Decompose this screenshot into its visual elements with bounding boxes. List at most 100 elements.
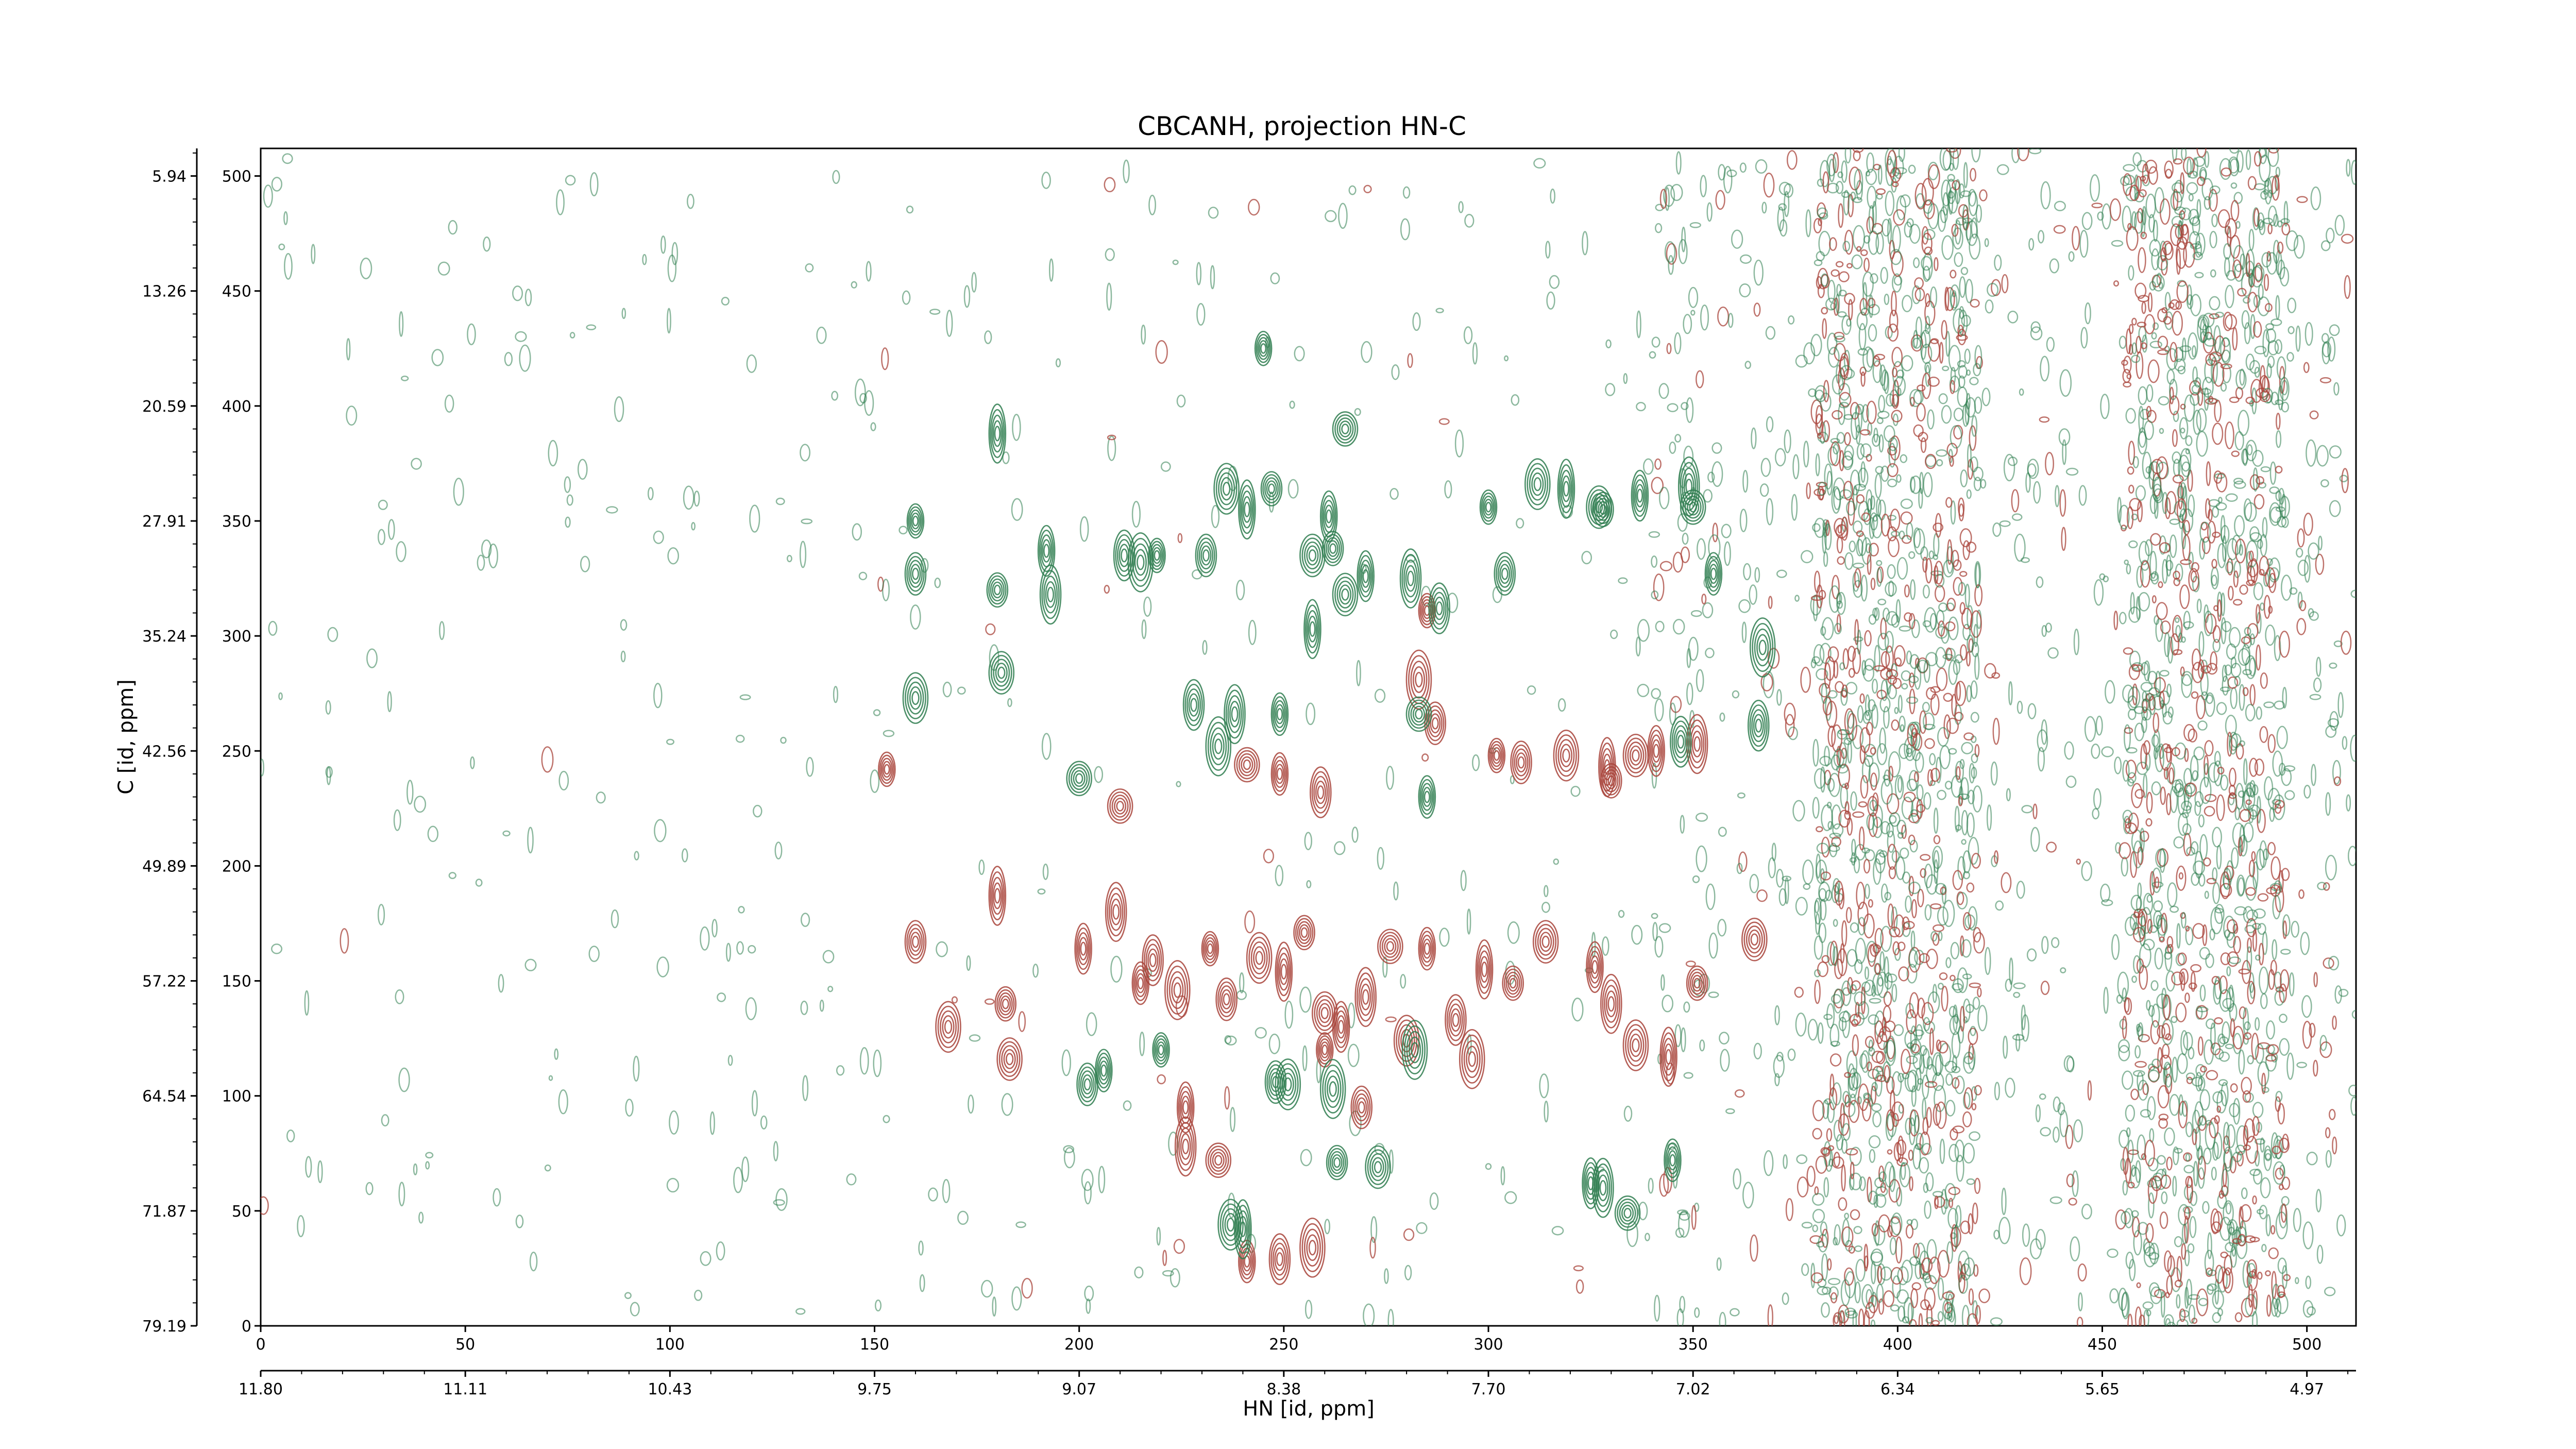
noise-contour (902, 290, 911, 305)
noise-contour (653, 683, 663, 709)
noise-contour (1838, 290, 1847, 297)
noise-contour (1557, 698, 1566, 712)
noise-contour (1932, 933, 1940, 946)
noise-contour (1874, 928, 1884, 949)
negative-contour-level (1428, 582, 1450, 634)
noise-contour (2190, 1190, 2198, 1206)
noise-contour (2001, 1187, 2007, 1216)
noise-contour (2155, 877, 2160, 889)
noise-contour (1255, 1027, 1267, 1039)
positive-peak (1600, 973, 1622, 1034)
noise-contour (1768, 857, 1776, 879)
noise-contour (2138, 592, 2150, 612)
noise-contour (1055, 358, 1061, 367)
negative-contour-level (908, 506, 923, 536)
noise-contour (2027, 463, 2037, 477)
noise-contour (2199, 777, 2212, 804)
noise-contour (870, 769, 880, 793)
noise-contour (1935, 1101, 1947, 1130)
noise-contour (1794, 987, 1804, 998)
noise-contour (1984, 238, 1989, 247)
noise-contour (671, 242, 679, 265)
noise-contour (2275, 430, 2282, 448)
positive-contour-level (1587, 946, 1603, 988)
noise-contour (2011, 489, 2020, 513)
noise-contour (1993, 1229, 2000, 1240)
noise-contour (1196, 262, 1202, 285)
noise-contour (1763, 173, 1775, 198)
noise-contour (2173, 411, 2179, 423)
noise-contour (1922, 1074, 1929, 1099)
noise-contour (1951, 694, 1957, 717)
noise-contour (2198, 631, 2205, 657)
noise-contour (1811, 1193, 1825, 1206)
noise-contour (2253, 151, 2262, 167)
noise-contour (2081, 1204, 2092, 1220)
noise-contour (2037, 747, 2045, 772)
noise-contour (1892, 367, 1897, 378)
negative-peak (1749, 617, 1776, 678)
noise-contour (1784, 702, 1796, 726)
noise-contour (1829, 237, 1837, 251)
negative-contour-level (1137, 554, 1145, 570)
noise-contour (2281, 401, 2290, 413)
noise-contour (667, 254, 677, 282)
noise-contour (2278, 1184, 2284, 1190)
noise-contour (1954, 681, 1967, 706)
noise-contour (906, 205, 914, 214)
noise-contour (1862, 404, 1869, 423)
noise-contour (2252, 784, 2259, 796)
noise-contour (2238, 1049, 2245, 1075)
noise-contour (1818, 218, 1822, 226)
noise-contour (1875, 466, 1884, 475)
noise-contour (1920, 1045, 1927, 1056)
noise-contour (1416, 1222, 1428, 1234)
noise-contour (1917, 997, 1925, 1019)
negative-contour-level (1435, 601, 1443, 616)
noise-contour (2299, 600, 2307, 612)
noise-contour (2266, 887, 2278, 895)
noise-contour (2185, 1121, 2193, 1137)
noise-contour (2141, 301, 2146, 314)
noise-contour (2161, 1291, 2165, 1318)
noise-contour (1956, 682, 1961, 701)
noise-contour (1924, 1200, 1931, 1219)
noise-contour (304, 990, 310, 1016)
noise-contour (2225, 561, 2233, 574)
noise-contour (1544, 1100, 1549, 1123)
negative-contour-level (1328, 1148, 1346, 1177)
noise-contour (1929, 613, 1937, 630)
noise-contour (1796, 1154, 1808, 1165)
negative-contour-level (1592, 1157, 1614, 1218)
positive-contour-level (998, 992, 1013, 1016)
negative-contour-level (988, 575, 1007, 605)
noise-contour (1954, 1139, 1965, 1162)
negative-contour-level (909, 686, 922, 710)
noise-contour (620, 619, 628, 631)
noise-contour (2174, 1236, 2183, 1248)
noise-contour (2225, 493, 2238, 502)
noise-contour (2032, 803, 2038, 819)
noise-contour (1863, 235, 1871, 244)
noise-contour (1686, 682, 1693, 705)
noise-contour (1848, 1100, 1860, 1123)
positive-contour-level (1223, 993, 1230, 1006)
noise-contour (1900, 511, 1913, 525)
noise-contour (1879, 364, 1886, 386)
noise-contour (1655, 204, 1664, 211)
noise-contour (1962, 850, 1972, 873)
noise-contour (2325, 1150, 2332, 1168)
noise-contour (2059, 489, 2066, 517)
noise-contour (2282, 1265, 2288, 1289)
noise-contour (2053, 1126, 2060, 1143)
noise-contour (1952, 978, 1964, 993)
noise-contour (1351, 827, 1359, 843)
noise-contour (2232, 1238, 2242, 1244)
negative-peak (1275, 1058, 1301, 1110)
noise-contour (2166, 936, 2174, 948)
negative-contour-level (1401, 554, 1420, 603)
noise-contour (1812, 523, 1821, 532)
noise-contour (1887, 830, 1895, 853)
noise-contour (2175, 617, 2180, 623)
negative-contour-level (1080, 1070, 1095, 1099)
